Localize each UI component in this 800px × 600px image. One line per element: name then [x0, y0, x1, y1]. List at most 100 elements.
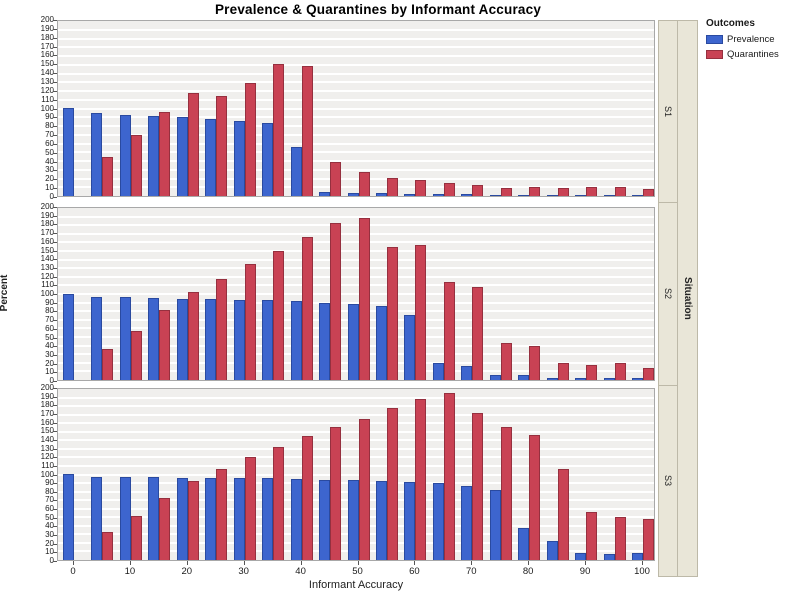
bar-prevalence: [319, 192, 331, 196]
gridline: [58, 142, 654, 145]
bar-prevalence: [205, 478, 217, 560]
legend-item-prevalence: Prevalence: [706, 34, 798, 45]
bar-prevalence: [119, 477, 131, 560]
bar-prevalence: [603, 195, 615, 196]
bar-quarantines: [216, 469, 228, 560]
gridline: [58, 72, 654, 75]
bar-quarantines: [273, 447, 285, 560]
bar-quarantines: [586, 365, 598, 380]
y-tick-label: 180: [40, 219, 54, 229]
bar-quarantines: [643, 368, 654, 380]
y-tick-label: 100: [40, 469, 54, 479]
y-tick-label: 50: [45, 147, 54, 157]
strip-panel-s1: S1: [658, 20, 678, 203]
quarantines-swatch-icon: [706, 50, 723, 59]
bar-quarantines: [244, 83, 256, 196]
y-tick-label: 180: [40, 400, 54, 410]
bar-prevalence: [176, 117, 188, 196]
gridline: [58, 160, 654, 162]
x-tick-mark: [300, 561, 302, 565]
bar-quarantines: [586, 512, 598, 560]
legend-title: Outcomes: [706, 18, 755, 29]
x-tick-mark: [642, 561, 643, 565]
y-tick-label: 70: [45, 315, 54, 325]
bar-quarantines: [386, 408, 398, 560]
y-tick-mark: [53, 381, 57, 382]
y-tick-label: 190: [40, 210, 54, 220]
bar-prevalence: [63, 294, 74, 380]
strip-panel-s2: S2: [658, 202, 678, 386]
bar-prevalence: [91, 477, 103, 560]
y-tick-label: 80: [45, 306, 54, 316]
y-tick-label: 130: [40, 262, 54, 272]
y-tick-label: 170: [40, 228, 54, 238]
bar-quarantines: [130, 135, 142, 196]
gridline: [58, 293, 654, 295]
gridline: [58, 37, 654, 40]
gridline: [58, 301, 654, 304]
bar-quarantines: [500, 427, 512, 560]
x-axis-title: Informant Accuracy: [308, 579, 404, 591]
gridline: [58, 405, 654, 408]
x-tick-label: 90: [579, 566, 591, 577]
gridline: [58, 267, 654, 270]
bar-quarantines: [244, 264, 256, 380]
bar-quarantines: [443, 393, 455, 560]
bar-prevalence: [575, 378, 587, 380]
bar-quarantines: [330, 427, 342, 560]
x-tick-label: 20: [181, 566, 193, 577]
bar-prevalence: [575, 553, 587, 560]
y-tick-label: 0: [49, 556, 54, 565]
bar-prevalence: [233, 478, 245, 560]
y-tick-label: 200: [40, 202, 54, 211]
panel-s1: [57, 20, 655, 197]
y-tick-label: 20: [45, 174, 54, 184]
bar-quarantines: [386, 178, 398, 196]
bar-prevalence: [461, 194, 473, 196]
y-tick-label: 90: [45, 112, 54, 122]
y-tick-label: 130: [40, 443, 54, 453]
panel-s2: [57, 207, 655, 381]
bar-prevalence: [347, 193, 359, 196]
gridline: [58, 250, 654, 252]
x-tick-mark: [528, 561, 530, 565]
y-tick-label: 30: [45, 349, 54, 359]
gridline: [58, 28, 654, 31]
bar-quarantines: [216, 96, 228, 196]
gridline: [58, 439, 654, 442]
gridline: [58, 275, 654, 278]
gridline: [58, 215, 654, 218]
gridline: [58, 81, 654, 84]
x-tick-mark: [73, 561, 74, 565]
gridline: [58, 232, 654, 235]
x-tick-label: 60: [409, 566, 420, 577]
gridline: [58, 177, 654, 180]
bar-prevalence: [432, 483, 444, 560]
bar-quarantines: [529, 346, 541, 380]
y-tick-label: 70: [45, 495, 54, 505]
y-tick-label: 50: [45, 512, 54, 522]
bar-prevalence: [518, 528, 530, 560]
y-axis-title: Percent: [0, 274, 10, 312]
bar-quarantines: [643, 519, 654, 560]
bar-quarantines: [614, 187, 626, 196]
bar-quarantines: [130, 516, 142, 560]
y-tick-label: 10: [45, 183, 54, 193]
y-tick-label: 50: [45, 332, 54, 342]
bar-prevalence: [319, 303, 331, 380]
y-tick-label: 20: [45, 538, 54, 548]
bar-prevalence: [148, 116, 160, 196]
y-tick-label: 10: [45, 367, 54, 377]
gridline: [58, 125, 654, 127]
y-tick-label: 40: [45, 156, 54, 166]
y-tick-label: 160: [40, 417, 54, 427]
y-tick-mark: [53, 561, 57, 562]
bar-quarantines: [330, 162, 342, 196]
gridline: [58, 430, 654, 433]
bar-quarantines: [273, 64, 285, 196]
bar-prevalence: [233, 300, 245, 380]
bar-quarantines: [130, 331, 142, 380]
bar-quarantines: [102, 349, 114, 380]
gridline: [58, 284, 654, 287]
bar-prevalence: [290, 479, 302, 560]
